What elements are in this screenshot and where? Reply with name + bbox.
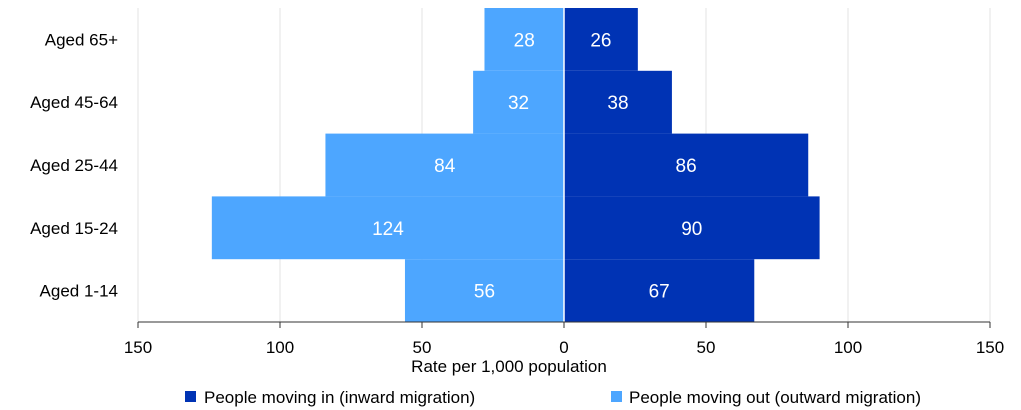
x-tick-label: 50 — [697, 338, 716, 357]
x-tick-label: 0 — [559, 338, 568, 357]
x-axis-title: Rate per 1,000 population — [411, 357, 607, 376]
x-tick-label: 50 — [413, 338, 432, 357]
category-label: Aged 25-44 — [30, 156, 118, 175]
bar-outward — [473, 70, 564, 134]
bar-inward — [564, 196, 820, 260]
category-label: Aged 45-64 — [30, 93, 118, 112]
x-tick-label: 100 — [266, 338, 294, 357]
data-label-outward: 56 — [474, 282, 495, 303]
bar-outward — [404, 259, 564, 322]
bar-outward — [325, 133, 564, 197]
legend-label: People moving in (inward migration) — [204, 388, 475, 407]
bar-outward — [484, 8, 564, 71]
legend-label: People moving out (outward migration) — [629, 388, 921, 407]
data-label-outward: 28 — [514, 30, 535, 51]
category-label: Aged 65+ — [45, 30, 118, 49]
bar-inward — [564, 70, 672, 134]
category-label: Aged 15-24 — [30, 219, 118, 238]
category-label: Aged 1-14 — [40, 282, 118, 301]
legend-swatch — [185, 391, 196, 402]
x-tick-label: 100 — [834, 338, 862, 357]
data-label-outward: 124 — [372, 219, 404, 240]
data-label-outward: 84 — [434, 156, 456, 177]
bar-inward — [564, 133, 809, 197]
x-tick-label: 150 — [976, 338, 1004, 357]
x-tick-label: 150 — [124, 338, 152, 357]
data-label-inward: 90 — [681, 219, 702, 240]
data-label-inward: 38 — [607, 93, 628, 114]
data-label-inward: 26 — [590, 30, 611, 51]
legend-swatch — [611, 391, 622, 402]
bar-inward — [564, 259, 755, 322]
bar-outward — [211, 196, 564, 260]
data-label-inward: 86 — [676, 156, 697, 177]
bar-inward — [564, 8, 638, 71]
data-label-inward: 67 — [649, 282, 670, 303]
data-label-outward: 32 — [508, 93, 529, 114]
